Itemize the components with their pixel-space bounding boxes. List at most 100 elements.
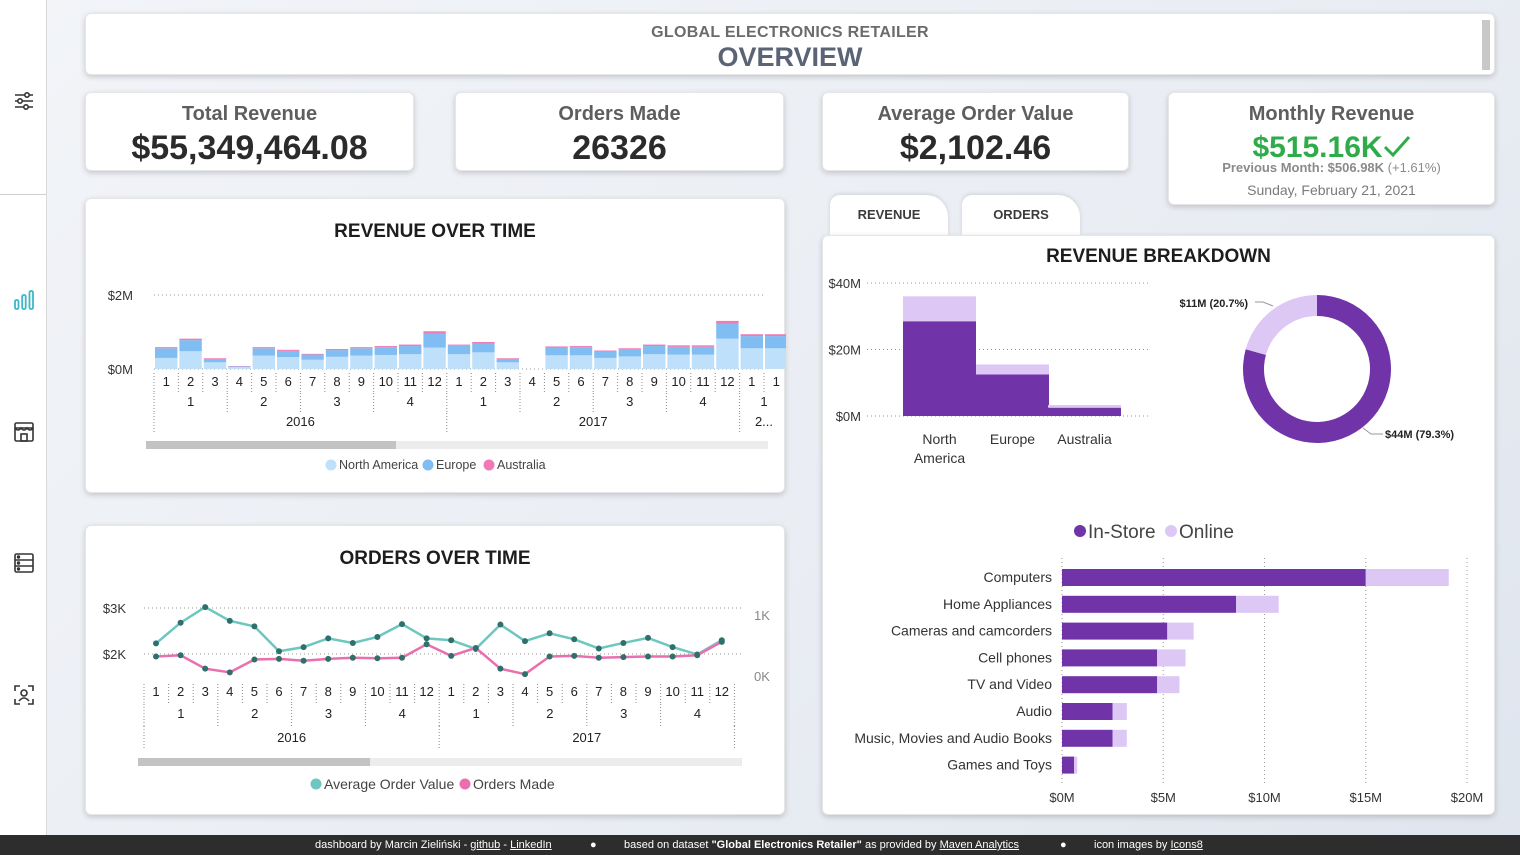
hbar-online bbox=[1112, 729, 1127, 747]
legend-label: Europe bbox=[436, 458, 476, 472]
github-link[interactable]: github bbox=[470, 839, 501, 851]
bar-australia bbox=[691, 345, 715, 347]
data-point bbox=[300, 657, 307, 664]
x-tick-label-quarter: 4 bbox=[399, 706, 406, 721]
bar-australia bbox=[374, 346, 397, 348]
server-list-icon[interactable] bbox=[12, 551, 36, 575]
legend-label: Average Order Value bbox=[324, 776, 454, 792]
icons8-link[interactable]: Icons8 bbox=[1170, 839, 1203, 851]
store-icon[interactable] bbox=[12, 420, 36, 444]
bar-north-america bbox=[618, 356, 641, 369]
hbar-online bbox=[1157, 676, 1180, 694]
category-label: Music, Movies and Audio Books bbox=[854, 730, 1052, 746]
hbar-in-store bbox=[1062, 729, 1113, 747]
bar-europe bbox=[618, 349, 641, 357]
chart-title: ORDERS OVER TIME bbox=[339, 548, 531, 569]
tab-orders[interactable]: ORDERS bbox=[962, 195, 1080, 235]
user-scan-icon[interactable] bbox=[12, 683, 36, 707]
category-label: Audio bbox=[1016, 703, 1052, 719]
x-tick-label-month: 3 bbox=[504, 374, 511, 389]
maven-analytics-link[interactable]: Maven Analytics bbox=[939, 839, 1020, 851]
bar-online bbox=[1048, 405, 1121, 408]
data-point bbox=[497, 665, 504, 672]
horizontal-scrollbar-track bbox=[146, 441, 768, 449]
category-label: Home Appliances bbox=[943, 596, 1052, 612]
bar-australia bbox=[643, 344, 666, 347]
bar-chart-icon[interactable] bbox=[12, 288, 36, 312]
bar-europe bbox=[447, 345, 471, 355]
x-tick-label-quarter: 2 bbox=[251, 706, 258, 721]
header-scrollbar[interactable] bbox=[1482, 20, 1490, 70]
filter-sliders-icon[interactable] bbox=[12, 89, 36, 113]
data-point bbox=[399, 621, 405, 628]
horizontal-scrollbar-thumb[interactable] bbox=[138, 758, 370, 766]
x-tick-label-month: 11 bbox=[690, 684, 704, 699]
x-tick-label: $0M bbox=[1049, 790, 1074, 805]
bar-north-america bbox=[691, 354, 715, 369]
bar-australia bbox=[252, 347, 275, 349]
x-tick-label-month: 5 bbox=[260, 374, 267, 389]
monthly-revenue-value: $515.16K bbox=[1252, 131, 1383, 164]
header-card: GLOBAL ELECTRONICS RETAILER OVERVIEW bbox=[85, 13, 1495, 75]
x-tick-label-quarter: 1 bbox=[177, 706, 184, 721]
x-tick-label-year: 2016 bbox=[286, 414, 315, 429]
x-tick-label-month: 9 bbox=[349, 684, 356, 699]
hbar-online bbox=[1236, 595, 1279, 613]
bar-north-america bbox=[667, 354, 690, 369]
y-tick-label: $20M bbox=[828, 343, 861, 358]
legend-marker bbox=[483, 459, 495, 471]
bar-australia bbox=[765, 334, 786, 337]
hbar-online bbox=[1074, 756, 1078, 774]
bar-north-america bbox=[740, 348, 763, 369]
footer-icons-prefix: icon images by bbox=[1094, 839, 1168, 851]
data-point bbox=[571, 652, 578, 659]
x-tick-label-month: 4 bbox=[226, 684, 233, 699]
data-point bbox=[276, 655, 282, 662]
footer-dataset-suffix: as provided by bbox=[864, 839, 937, 851]
x-tick-label-month: 7 bbox=[595, 684, 602, 699]
linkedin-link[interactable]: LinkedIn bbox=[510, 839, 552, 851]
legend-label: Online bbox=[1179, 522, 1234, 543]
bar-australia bbox=[472, 341, 495, 344]
y-tick-label: $0M bbox=[836, 409, 861, 424]
bar-australia bbox=[496, 358, 519, 360]
line-average-order-value bbox=[155, 605, 723, 656]
data-point bbox=[153, 653, 159, 660]
bar-australia bbox=[179, 338, 202, 341]
footer-bullet: ● bbox=[1060, 839, 1067, 851]
previous-month-line: Previous Month: $506.98K (+1.61%) bbox=[1169, 160, 1494, 175]
tab-revenue[interactable]: REVENUE bbox=[830, 195, 948, 235]
bar-north-america bbox=[203, 362, 227, 369]
x-tick-label: North bbox=[922, 431, 956, 447]
hbar-online bbox=[1112, 703, 1127, 720]
bar-australia bbox=[277, 349, 300, 351]
horizontal-scrollbar-thumb[interactable] bbox=[146, 441, 396, 449]
bar-north-america bbox=[472, 352, 495, 369]
bar-europe bbox=[643, 346, 666, 355]
bar-north-america bbox=[155, 357, 178, 369]
bar-australia bbox=[447, 344, 471, 346]
hbar-online bbox=[1157, 649, 1186, 667]
previous-month-change: (+1.61%) bbox=[1387, 160, 1441, 175]
bar-north-america bbox=[179, 351, 202, 369]
data-point bbox=[448, 652, 455, 659]
kpi-orders-made: Orders Made 26326 bbox=[455, 92, 784, 171]
data-point bbox=[276, 648, 282, 655]
previous-month-value: $506.98K bbox=[1327, 160, 1385, 175]
data-point bbox=[300, 644, 307, 651]
legend-marker bbox=[325, 459, 337, 471]
y-tick-label: $2M bbox=[108, 288, 133, 303]
kpi-label: Monthly Revenue bbox=[1248, 103, 1415, 125]
data-point bbox=[571, 636, 578, 643]
bar-australia bbox=[740, 334, 763, 337]
bar-north-america bbox=[228, 367, 251, 369]
bar-europe bbox=[423, 333, 446, 348]
data-point bbox=[226, 669, 233, 676]
hbar-in-store bbox=[1062, 649, 1158, 667]
x-tick-label-month: 12 bbox=[720, 374, 734, 389]
data-point bbox=[349, 639, 356, 646]
y-left-tick-label: $3K bbox=[103, 601, 126, 616]
hbar-in-store bbox=[1062, 703, 1113, 720]
current-date: Sunday, February 21, 2021 bbox=[1247, 182, 1416, 198]
legend-label: Australia bbox=[497, 458, 546, 472]
